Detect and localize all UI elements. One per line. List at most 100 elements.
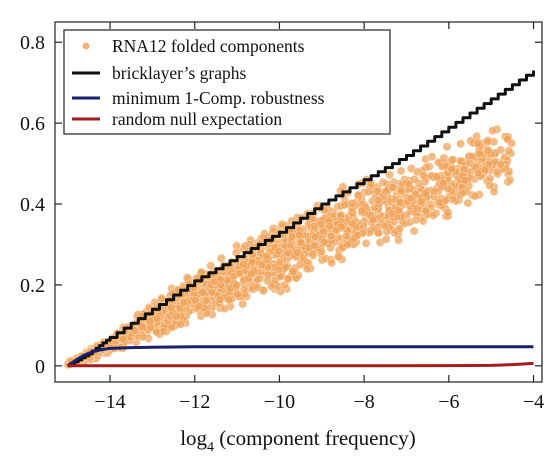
scatter-point [421,206,430,216]
legend-label-null: random null expectation [112,109,282,129]
scatter-point [145,316,154,326]
scatter-point [152,327,161,337]
scatter-point [380,221,390,231]
scatter-point [447,165,456,174]
scatter-point [483,146,493,156]
scatter-point [239,285,249,295]
scatter-point [288,267,298,277]
scatter-point [210,277,219,287]
scatter-point [239,259,248,269]
scatter-point [396,166,406,176]
scatter-point [317,247,326,256]
scatter-point [194,302,204,311]
scatter-point [374,195,383,205]
scatter-point [295,230,304,240]
scatter-point [198,288,207,297]
scatter-point [488,126,497,135]
scatter-point [387,209,397,218]
scatter-point [504,146,514,156]
x-tick-label: −12 [179,391,210,413]
y-tick-label: 0.8 [20,32,45,54]
scatter-point [480,165,490,175]
scatter-point [420,189,430,198]
scatter-point [176,319,185,329]
scatter-point [292,248,302,257]
scatter-point [217,253,226,263]
scatter-point [334,252,343,262]
scatter-point [385,170,394,179]
scatter-point [179,298,189,307]
x-axis-label: log4 (component frequency) [180,426,416,455]
scatter-point [432,172,442,182]
scatter-point [233,289,242,299]
scatter-point [489,187,499,196]
scatter-point [238,299,247,309]
x-tick-label: −8 [353,391,374,413]
scatter-point [456,139,465,149]
scatter-point [361,239,371,248]
legend-label-robustness: minimum 1-Comp. robustness [112,88,325,108]
scatter-point [354,190,363,200]
scatter-point [302,264,312,273]
scatter-point [167,303,176,312]
plot-frame [54,21,543,383]
scatter-point [378,178,388,187]
scatter-point [448,155,458,164]
scatter-point [470,191,480,201]
scatter-point [475,149,484,158]
scatter-point [310,232,320,242]
scatter-point [348,219,357,228]
scatter-point [307,214,317,223]
line-layer [66,70,535,368]
y-tick-label: 0.4 [20,194,45,216]
scatter-point [406,194,416,203]
scatter-point [374,228,383,237]
scatter-point [390,228,399,238]
scatter-point [232,280,241,290]
scatter-point [207,287,217,297]
scatter-point [418,216,428,226]
scatter-point [343,240,352,250]
bricklayer-line [67,70,535,368]
scatter-point [419,171,428,180]
scatter-point [353,231,362,240]
scatter-point [327,258,336,268]
scatter-point [262,251,271,261]
scatter-point [396,186,406,196]
scatter-point [357,206,367,215]
scatter-point [443,208,453,217]
scatter-point [234,269,244,278]
scatter-point [439,178,448,188]
scatter-point [507,139,516,148]
scatter-point [296,238,306,248]
scatter-point [327,231,336,241]
scatter-point [220,304,229,313]
scatter-point [347,199,357,208]
scatter-point [287,232,297,241]
scatter-point [505,175,515,185]
scatter-point [427,152,437,161]
scatter-point [388,183,398,192]
y-tick-label: 0 [35,356,45,378]
scatter-point [435,198,445,207]
scatter-point [283,274,293,284]
scatter-point [119,334,128,344]
scatter-point [152,314,162,323]
scatter-point [224,295,233,305]
scatter-point [483,137,493,146]
scatter-point [404,179,414,189]
legend-box [63,29,391,135]
scatter-point [381,234,391,244]
x-tick-label: −6 [438,391,459,413]
scatter-point [417,197,426,206]
x-tick-label: −14 [94,391,125,413]
scatter-point [253,283,262,292]
scatter-point [138,322,147,332]
scatter-point [263,276,272,286]
scatter-point [443,184,453,194]
scatter-point [458,188,467,198]
scatter-point [429,211,438,220]
scatter-point [340,200,349,210]
scatter-point [215,295,225,304]
